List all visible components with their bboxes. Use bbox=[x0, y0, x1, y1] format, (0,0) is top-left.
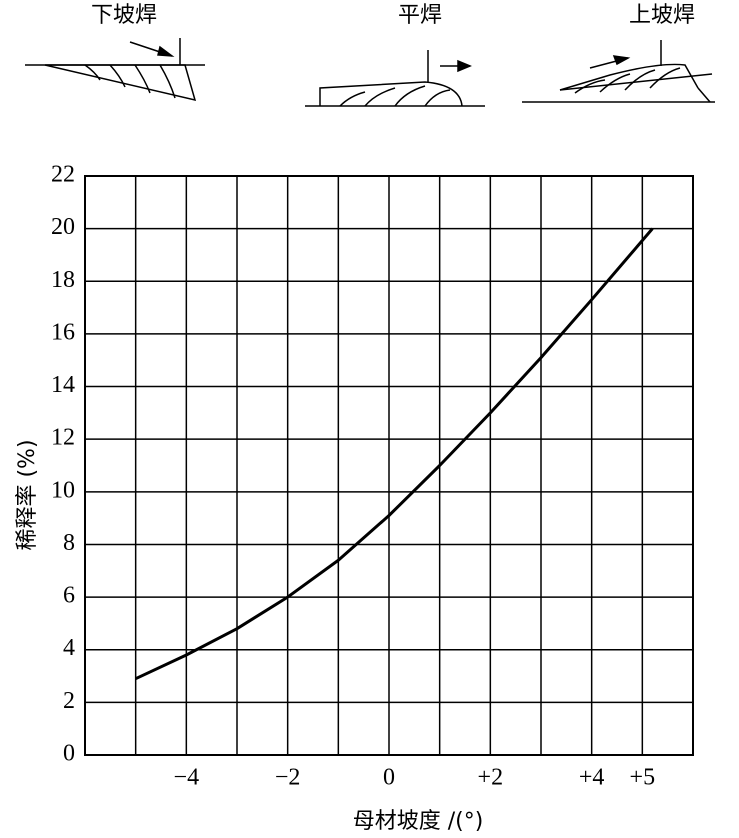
y-tick-label: 6 bbox=[63, 583, 75, 609]
x-tick-label: +4 bbox=[579, 765, 605, 791]
y-tick-label: 2 bbox=[63, 688, 75, 714]
y-axis-label: 稀释率 (%) bbox=[15, 439, 40, 550]
y-tick-label: 12 bbox=[51, 425, 75, 451]
y-tick-label: 0 bbox=[63, 741, 75, 767]
x-tick-label: +2 bbox=[478, 765, 504, 791]
x-tick-label: 0 bbox=[383, 765, 395, 791]
x-axis-label: 母材坡度 /(°) bbox=[353, 809, 484, 834]
y-tick-label: 8 bbox=[63, 530, 75, 556]
y-tick-label: 14 bbox=[51, 372, 75, 398]
y-tick-label: 18 bbox=[51, 267, 75, 293]
y-tick-label: 22 bbox=[51, 162, 75, 188]
plot-frame bbox=[84, 175, 694, 756]
line-series bbox=[135, 227, 654, 681]
diagram-label: 上坡焊 bbox=[629, 3, 695, 28]
y-tick-label: 20 bbox=[51, 214, 75, 240]
x-tick-label: +5 bbox=[630, 765, 656, 791]
y-tick-label: 4 bbox=[63, 635, 75, 661]
y-tick-label: 10 bbox=[51, 477, 75, 503]
weld-diagrams bbox=[25, 38, 715, 107]
y-tick-label: 16 bbox=[51, 319, 75, 345]
x-tick-label: −4 bbox=[174, 765, 200, 791]
x-tick-label: −2 bbox=[275, 765, 301, 791]
diagram-label: 平焊 bbox=[398, 3, 442, 28]
diagram-label: 下坡焊 bbox=[91, 3, 157, 28]
